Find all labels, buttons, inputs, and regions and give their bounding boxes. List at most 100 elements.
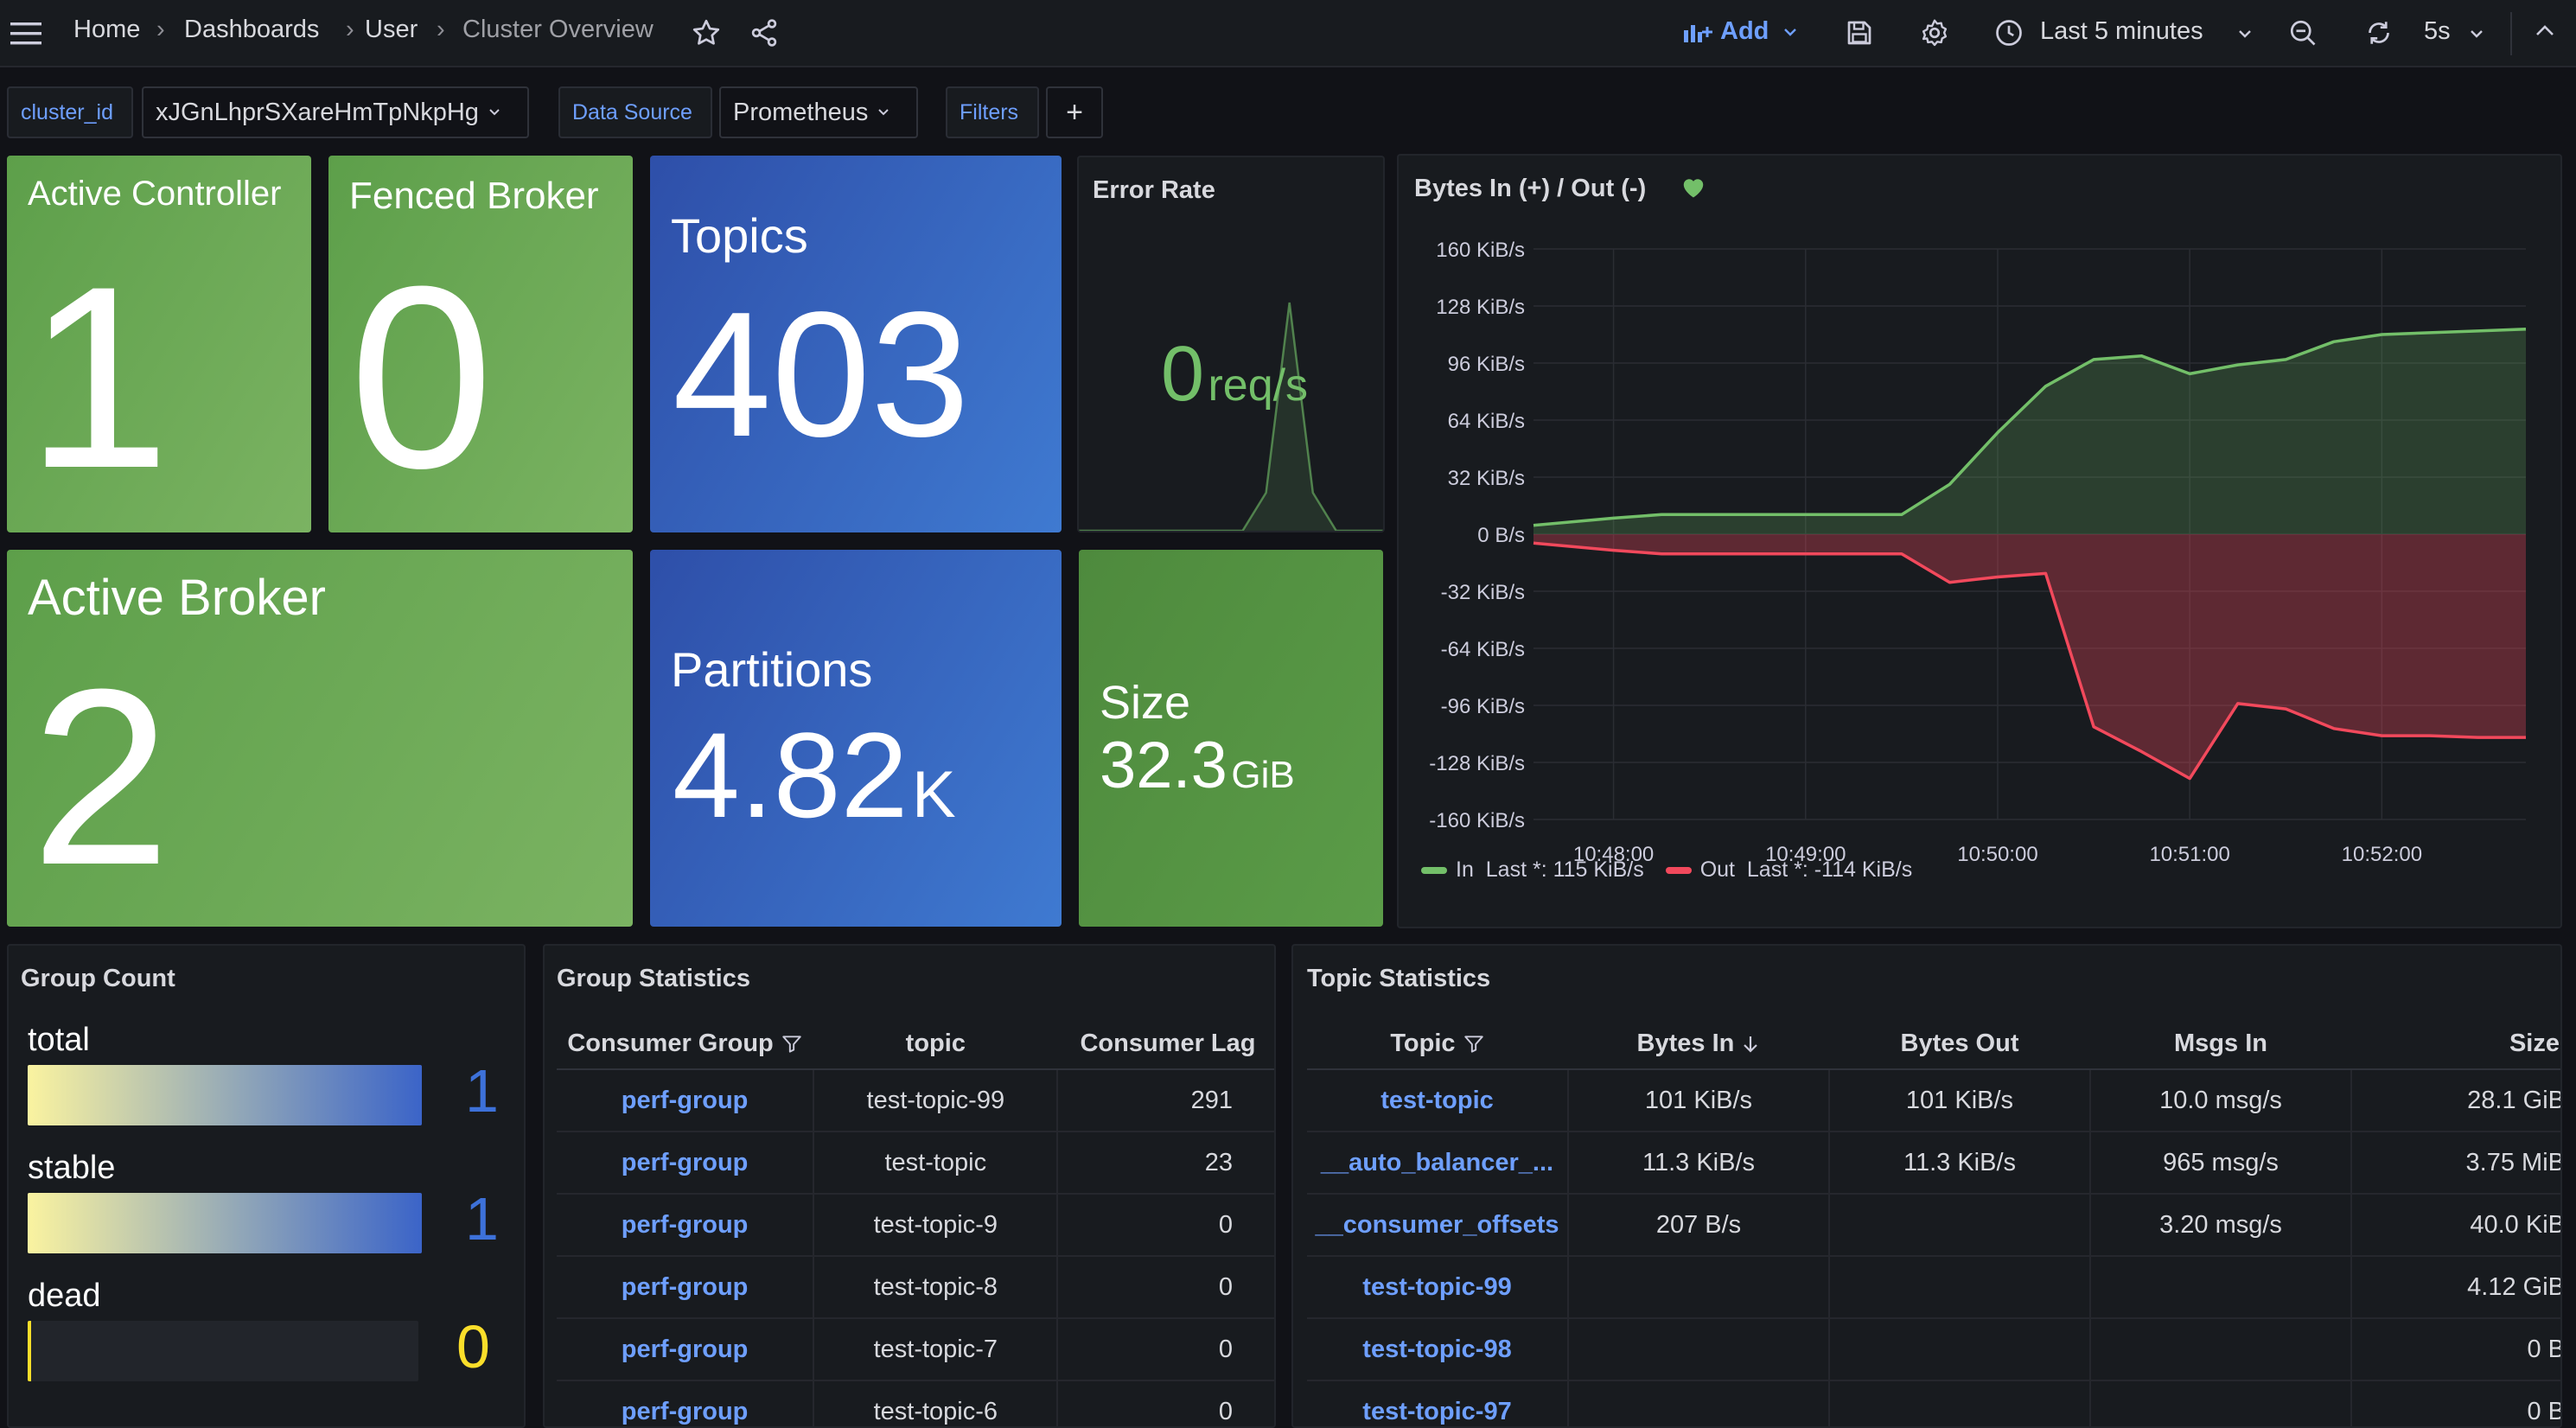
topic-link[interactable]: __auto_balancer_... xyxy=(1307,1132,1568,1194)
column-header-bytes-in[interactable]: Bytes In xyxy=(1568,1018,1829,1069)
stat-value: 1 xyxy=(26,247,170,507)
gear-icon[interactable] xyxy=(1919,17,1950,48)
size-cell: 40.0 KiB xyxy=(2351,1194,2562,1256)
topic-statistics-panel: Topic Statistics Topic Bytes In Bytes Ou… xyxy=(1291,944,2562,1428)
share-icon[interactable] xyxy=(749,17,780,48)
chevron-down-icon xyxy=(488,107,501,118)
lag-cell: 0 xyxy=(1057,1256,1276,1318)
series-area-out xyxy=(1533,534,2526,779)
partitions-panel: Partitions 4.82 K xyxy=(650,550,1062,927)
datasource-select[interactable]: Prometheus xyxy=(719,86,918,138)
legend-item-out[interactable]: Out Last *: -114 KiB/s xyxy=(1666,857,1913,882)
error-rate-panel: Error Rate 0 req/s xyxy=(1077,156,1385,532)
column-header-topic[interactable]: Topic xyxy=(1307,1018,1568,1069)
bar-gauge-value: 0 xyxy=(456,1312,490,1381)
menu-icon[interactable] xyxy=(9,19,43,48)
add-filter-button[interactable]: + xyxy=(1046,86,1103,138)
divider xyxy=(2510,12,2512,55)
x-tick-label: 10:52:00 xyxy=(2342,843,2422,866)
panel-title: Active Controller xyxy=(28,175,281,214)
datasource-variable-label: Data Source xyxy=(558,86,712,138)
column-header-size[interactable]: Size xyxy=(2351,1018,2562,1069)
y-tick-label: 32 KiB/s xyxy=(1448,467,1525,490)
breadcrumb-dashboards[interactable]: Dashboards xyxy=(184,16,319,44)
topic-cell: test-topic-99 xyxy=(813,1069,1057,1132)
msgs-in-cell: 965 msg/s xyxy=(2090,1132,2351,1194)
filter-icon[interactable] xyxy=(781,1033,803,1055)
column-header-topic[interactable]: topic xyxy=(813,1018,1057,1069)
topic-link[interactable]: __consumer_offsets xyxy=(1307,1194,1568,1256)
bytes-in-cell: 11.3 KiB/s xyxy=(1568,1132,1829,1194)
consumer-group-link[interactable]: perf-group xyxy=(557,1069,813,1132)
consumer-group-link[interactable]: perf-group xyxy=(557,1256,813,1318)
breadcrumb-home[interactable]: Home xyxy=(73,16,140,44)
y-tick-label: 96 KiB/s xyxy=(1448,353,1525,376)
legend-series-name: In xyxy=(1456,857,1474,882)
y-tick-label: -64 KiB/s xyxy=(1441,638,1525,661)
column-header-consumer-group[interactable]: Consumer Group xyxy=(557,1018,813,1069)
topic-link[interactable]: test-topic-99 xyxy=(1307,1256,1568,1318)
bar-gauge-value: 1 xyxy=(465,1056,499,1125)
topic-cell: test-topic-9 xyxy=(813,1194,1057,1256)
stat-value: 0 xyxy=(1161,331,1204,418)
column-header-label: Topic xyxy=(1390,1030,1455,1057)
consumer-group-link[interactable]: perf-group xyxy=(557,1318,813,1380)
topic-link[interactable]: test-topic-97 xyxy=(1307,1380,1568,1428)
star-icon[interactable] xyxy=(691,17,722,48)
breadcrumb-user[interactable]: User xyxy=(365,16,418,44)
zoom-out-icon[interactable] xyxy=(2287,17,2318,48)
bytes-out-cell xyxy=(1829,1380,2090,1428)
table-row: test-topic-97 0 B xyxy=(1307,1380,2562,1428)
top-bar: Home › Dashboards › User › Cluster Overv… xyxy=(0,0,2576,67)
stat-unit: GiB xyxy=(1231,754,1294,796)
filter-icon[interactable] xyxy=(1463,1033,1485,1055)
chart-legend: In Last *: 115 KiB/s Out Last *: -114 Ki… xyxy=(1421,857,1912,883)
stat-value: 32.3 xyxy=(1100,729,1227,802)
topic-cell: test-topic-8 xyxy=(813,1256,1057,1318)
cluster-id-select[interactable]: xJGnLhprSXareHmTpNkpHg xyxy=(142,86,529,138)
column-header-label: Bytes In xyxy=(1637,1030,1735,1057)
clock-icon xyxy=(1993,17,2024,48)
panel-title: Group Count xyxy=(21,965,175,993)
legend-swatch xyxy=(1421,867,1447,874)
x-tick-label: 10:51:00 xyxy=(2149,843,2229,866)
lag-cell: 0 xyxy=(1057,1318,1276,1380)
refresh-interval-picker[interactable]: 5s xyxy=(2420,12,2490,54)
legend-series-value: Last *: -114 KiB/s xyxy=(1747,857,1912,882)
add-button[interactable]: Add xyxy=(1682,12,1803,54)
column-header-label: Consumer Group xyxy=(567,1030,773,1057)
column-header-consumer-lag[interactable]: Consumer Lag xyxy=(1057,1018,1276,1069)
bar-gauge-total xyxy=(28,1065,422,1125)
topic-statistics-table: Topic Bytes In Bytes Out Msgs In Size te… xyxy=(1307,1018,2562,1428)
msgs-in-cell xyxy=(2090,1318,2351,1380)
consumer-group-link[interactable]: perf-group xyxy=(557,1194,813,1256)
column-header-msgs-in[interactable]: Msgs In xyxy=(2090,1018,2351,1069)
save-icon[interactable] xyxy=(1844,17,1875,48)
bytes-in-cell xyxy=(1568,1318,1829,1380)
group-statistics-table: Consumer Group topic Consumer Lag perf-g… xyxy=(557,1018,1276,1428)
msgs-in-cell xyxy=(2090,1256,2351,1318)
breadcrumb-separator: › xyxy=(346,16,354,44)
consumer-group-link[interactable]: perf-group xyxy=(557,1380,813,1428)
breadcrumb-separator: › xyxy=(437,16,445,44)
y-tick-label: 0 B/s xyxy=(1477,524,1525,547)
refresh-icon[interactable] xyxy=(2363,17,2394,48)
chevron-up-icon[interactable] xyxy=(2533,21,2557,41)
lag-cell: 23 xyxy=(1057,1132,1276,1194)
stat-value: 403 xyxy=(673,285,970,463)
size-cell: 0 B xyxy=(2351,1380,2562,1428)
legend-series-value: Last *: 115 KiB/s xyxy=(1486,857,1644,882)
topic-link[interactable]: test-topic-98 xyxy=(1307,1318,1568,1380)
legend-item-in[interactable]: In Last *: 115 KiB/s xyxy=(1421,857,1650,882)
column-header-bytes-out[interactable]: Bytes Out xyxy=(1829,1018,2090,1069)
panel-title: Group Statistics xyxy=(557,965,750,993)
time-range-picker[interactable]: Last 5 minutes xyxy=(1993,12,2253,54)
topics-panel: Topics 403 xyxy=(650,156,1062,532)
msgs-in-cell xyxy=(2090,1380,2351,1428)
consumer-group-link[interactable]: perf-group xyxy=(557,1132,813,1194)
topic-link[interactable]: test-topic xyxy=(1307,1069,1568,1132)
